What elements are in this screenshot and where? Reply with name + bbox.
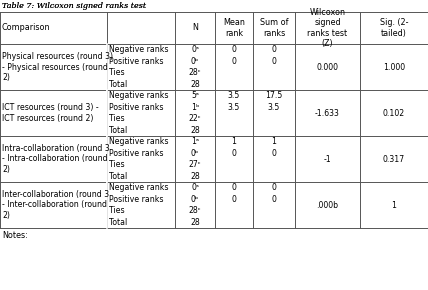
- Text: 0ᵇ: 0ᵇ: [191, 149, 199, 158]
- Text: 17.5: 17.5: [265, 91, 282, 100]
- Text: 0.317: 0.317: [383, 155, 405, 164]
- Text: Positive ranks: Positive ranks: [109, 195, 163, 204]
- Text: 1ᵃ: 1ᵃ: [191, 137, 199, 146]
- Text: 0: 0: [271, 57, 276, 66]
- Text: 0: 0: [232, 45, 236, 54]
- Text: Physical resources (round 3)
- Physical resources (round
2): Physical resources (round 3) - Physical …: [2, 52, 113, 82]
- Text: Ties: Ties: [109, 68, 125, 77]
- Text: 1: 1: [271, 137, 276, 146]
- Text: Negative ranks: Negative ranks: [109, 137, 169, 146]
- Text: Positive ranks: Positive ranks: [109, 149, 163, 158]
- Text: Total: Total: [109, 172, 127, 181]
- Text: Inter-collaboration (round 3
- Inter-collaboration (round
2): Inter-collaboration (round 3 - Inter-col…: [2, 190, 109, 220]
- Text: 3.5: 3.5: [228, 103, 240, 112]
- Text: Total: Total: [109, 218, 127, 227]
- Text: 3.5: 3.5: [228, 91, 240, 100]
- Text: Table 7: Wilcoxon signed ranks test: Table 7: Wilcoxon signed ranks test: [2, 2, 146, 10]
- Text: 1: 1: [392, 200, 396, 209]
- Text: 22ᶜ: 22ᶜ: [189, 114, 201, 123]
- Text: 0.000: 0.000: [316, 63, 339, 72]
- Text: Notes:: Notes:: [2, 231, 28, 240]
- Text: 0ᵇ: 0ᵇ: [191, 57, 199, 66]
- Text: 0ᵃ: 0ᵃ: [191, 183, 199, 192]
- Text: Total: Total: [109, 80, 127, 89]
- Text: Comparison: Comparison: [2, 23, 51, 32]
- Text: Ties: Ties: [109, 160, 125, 169]
- Text: Mean
rank: Mean rank: [223, 18, 245, 38]
- Text: 0: 0: [232, 183, 236, 192]
- Text: Negative ranks: Negative ranks: [109, 45, 169, 54]
- Text: 1ᵇ: 1ᵇ: [191, 103, 199, 112]
- Text: -1.633: -1.633: [315, 108, 340, 117]
- Text: 28: 28: [190, 218, 200, 227]
- Text: ICT resources (round 3) -
ICT resources (round 2): ICT resources (round 3) - ICT resources …: [2, 103, 98, 123]
- Text: 0: 0: [271, 183, 276, 192]
- Text: 28: 28: [190, 126, 200, 135]
- Text: Negative ranks: Negative ranks: [109, 183, 169, 192]
- Text: Total: Total: [109, 126, 127, 135]
- Text: 27ᶜ: 27ᶜ: [189, 160, 201, 169]
- Text: 0ᵃ: 0ᵃ: [191, 45, 199, 54]
- Text: Positive ranks: Positive ranks: [109, 103, 163, 112]
- Text: 0: 0: [271, 195, 276, 204]
- Text: 3.5: 3.5: [268, 103, 280, 112]
- Text: N: N: [192, 23, 198, 32]
- Text: 0ᵇ: 0ᵇ: [191, 195, 199, 204]
- Text: 0: 0: [271, 149, 276, 158]
- Text: Ties: Ties: [109, 114, 125, 123]
- Text: .000b: .000b: [316, 200, 339, 209]
- Text: -1: -1: [324, 155, 331, 164]
- Text: Intra-collaboration (round 3
- Intra-collaboration (round
2): Intra-collaboration (round 3 - Intra-col…: [2, 144, 110, 174]
- Text: 28: 28: [190, 172, 200, 181]
- Text: 0: 0: [232, 195, 236, 204]
- Text: 5ᵃ: 5ᵃ: [191, 91, 199, 100]
- Text: 0.102: 0.102: [383, 108, 405, 117]
- Text: Positive ranks: Positive ranks: [109, 57, 163, 66]
- Text: 0: 0: [271, 45, 276, 54]
- Text: 1: 1: [232, 137, 237, 146]
- Text: 0: 0: [232, 57, 236, 66]
- Text: Ties: Ties: [109, 206, 125, 215]
- Text: Sum of
ranks: Sum of ranks: [260, 18, 288, 38]
- Text: Sig. (2-
tailed): Sig. (2- tailed): [380, 18, 408, 38]
- Text: Table 7: Wilcoxon signed ranks test: Table 7: Wilcoxon signed ranks test: [2, 2, 146, 10]
- Text: 28ᶜ: 28ᶜ: [189, 206, 201, 215]
- Text: Negative ranks: Negative ranks: [109, 91, 169, 100]
- Text: 28: 28: [190, 80, 200, 89]
- Text: 0: 0: [232, 149, 236, 158]
- Text: 1.000: 1.000: [383, 63, 405, 72]
- Text: 28ᶜ: 28ᶜ: [189, 68, 201, 77]
- Text: Wilcoxon
signed
ranks test
(Z): Wilcoxon signed ranks test (Z): [307, 8, 348, 48]
